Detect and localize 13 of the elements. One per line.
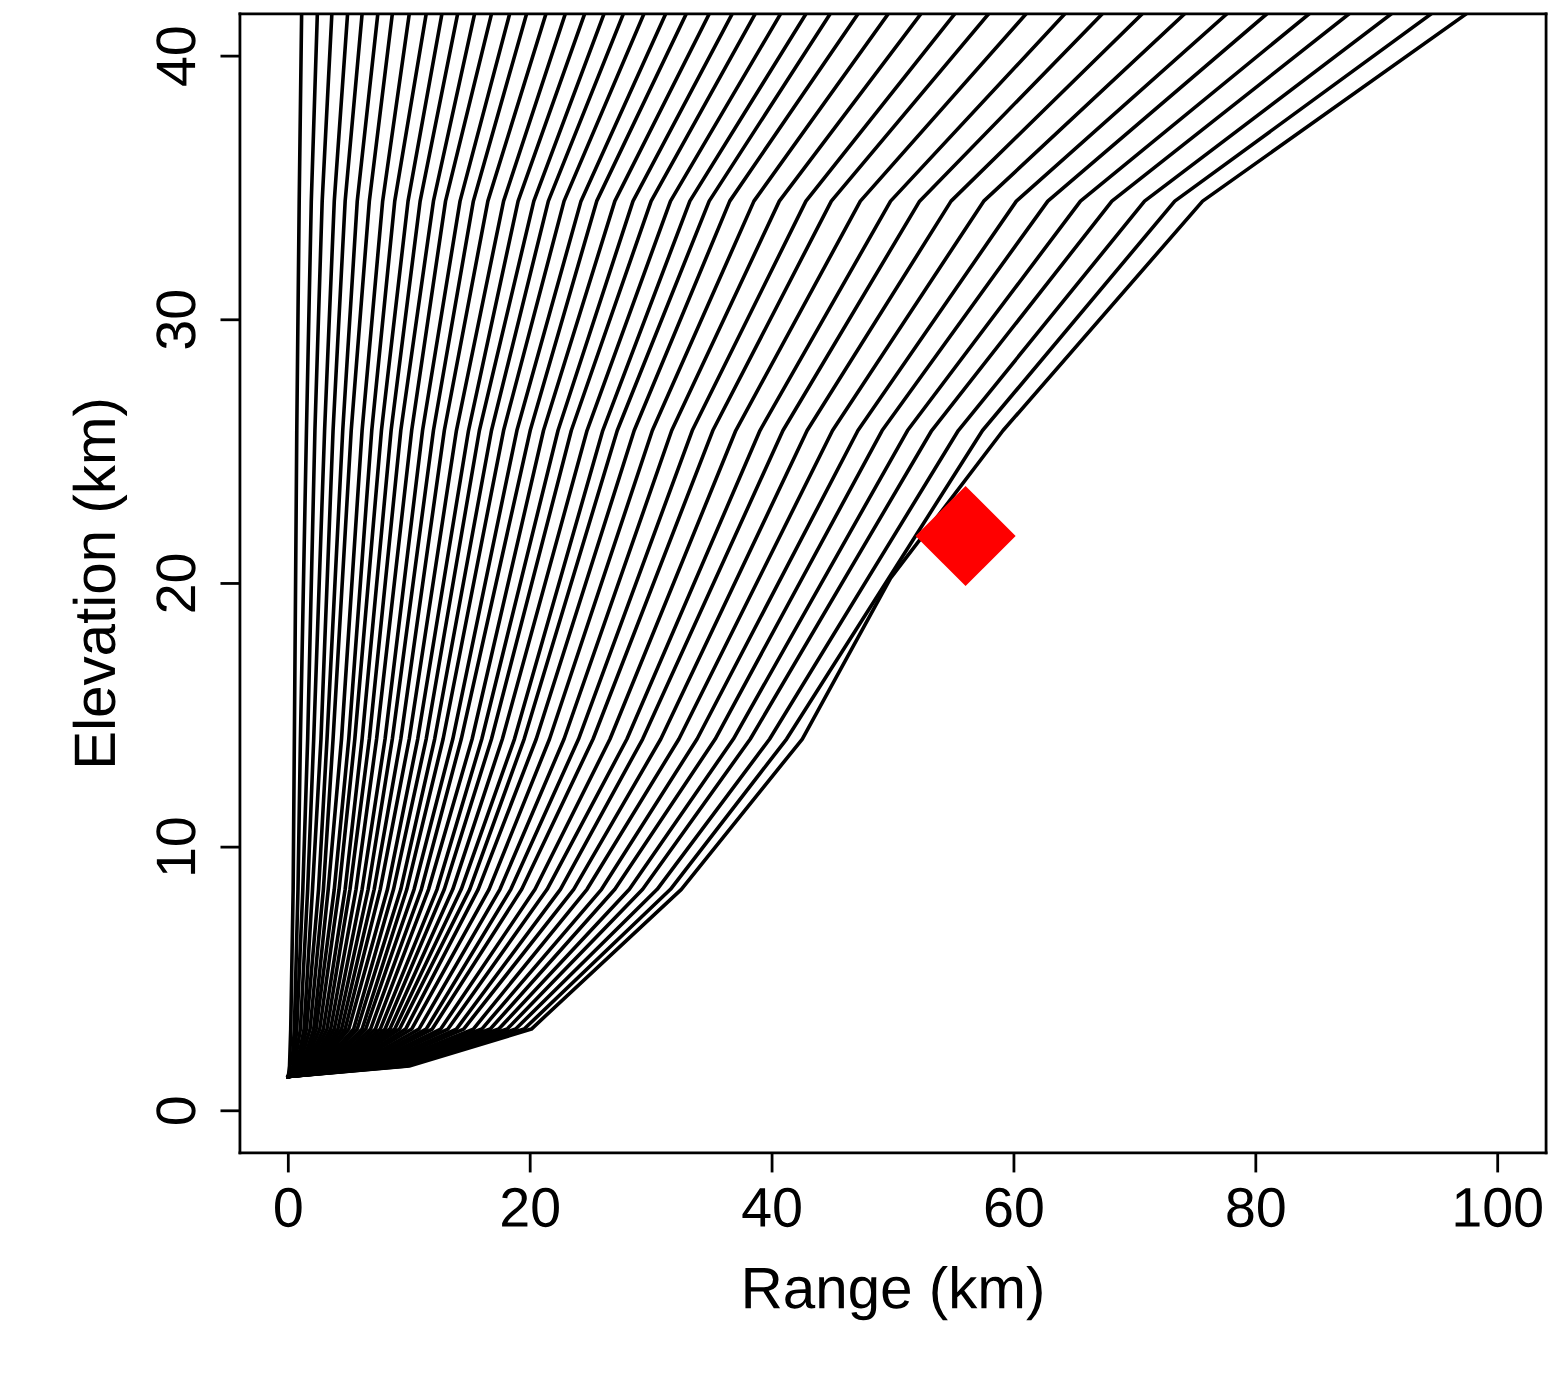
x-tick-label: 60 (985, 1187, 1043, 1228)
x-tick-label: 0 (275, 1187, 302, 1228)
y-tick-label: 30 (156, 291, 196, 349)
x-tick-label: 100 (1455, 1187, 1542, 1228)
y-tick-label: 10 (156, 818, 196, 874)
y-tick-label: 40 (156, 27, 196, 86)
x-tick-label: 20 (502, 1187, 559, 1228)
y-tick-label: 0 (156, 1097, 196, 1125)
x-tick-label: 80 (1227, 1187, 1285, 1228)
y-axis-title: Elevation (km) (72, 400, 128, 766)
y-tick-label: 20 (156, 554, 196, 612)
x-tick-label: 40 (742, 1187, 801, 1228)
x-axis-title: Range (km) (745, 1265, 1042, 1321)
